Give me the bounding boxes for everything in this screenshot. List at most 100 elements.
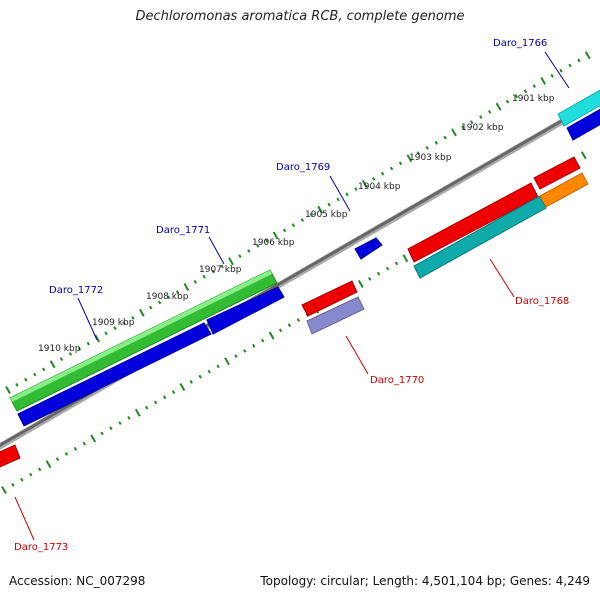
scale-tick-reverse-minor xyxy=(55,457,60,461)
scale-tick-forward-minor xyxy=(202,274,206,279)
scale-tick-forward-minor xyxy=(113,326,117,331)
scale-tick-reverse-minor xyxy=(368,276,372,281)
scale-tick-forward-minor xyxy=(291,223,296,228)
scale-label-1903: 1903 kbp xyxy=(409,153,452,163)
scale-label-1902: 1902 kbp xyxy=(461,123,504,133)
scale-tick-forward-minor xyxy=(300,218,305,222)
gene-label-daro-1766[interactable]: Daro_1766 xyxy=(493,38,547,49)
scale-tick-forward-minor xyxy=(577,58,581,63)
scale-label-1907: 1907 kbp xyxy=(199,265,242,275)
gene-feature-blue-1766[interactable] xyxy=(566,107,600,141)
scale-tick-reverse-minor xyxy=(243,349,247,353)
scale-tick-forward-minor xyxy=(389,166,394,171)
scale-tick-forward-major xyxy=(451,128,457,137)
gene-feature-orange[interactable] xyxy=(539,172,589,208)
scale-tick-reverse-major xyxy=(1,486,7,494)
scale-tick-forward-major xyxy=(5,386,11,394)
scale-tick-reverse-minor xyxy=(73,446,78,451)
scale-tick-forward-major xyxy=(94,334,101,343)
scale-tick-reverse-minor xyxy=(11,482,15,487)
scale-tick-forward-minor xyxy=(416,151,420,155)
gene-feature-red-right[interactable] xyxy=(533,156,581,190)
gene-label-daro-1769[interactable]: Daro_1769 xyxy=(276,162,330,173)
scale-tick-reverse-minor xyxy=(153,400,158,405)
scale-tick-forward-major xyxy=(540,76,547,85)
scale-tick-reverse-minor xyxy=(29,472,33,477)
gene-feature-red-1770[interactable] xyxy=(301,280,358,317)
gene-feature-grayblue-1770[interactable] xyxy=(306,296,365,335)
scale-label-1906: 1906 kbp xyxy=(252,238,295,248)
scale-tick-reverse-major xyxy=(134,408,141,417)
gene-feature-cyan-1766[interactable] xyxy=(557,88,600,127)
scale-tick-reverse-minor xyxy=(118,421,122,425)
scale-tick-reverse-minor xyxy=(376,271,381,276)
gene-label-daro-1772[interactable]: Daro_1772 xyxy=(49,285,103,296)
scale-tick-forward-minor xyxy=(327,202,331,207)
page-title: Dechloromonas aromatica RCB, complete ge… xyxy=(135,9,465,24)
scale-tick-forward-minor xyxy=(265,238,269,243)
scale-tick-forward-minor xyxy=(336,197,340,202)
gene-feature-red-1773[interactable] xyxy=(0,444,21,468)
scale-tick-forward-minor xyxy=(59,357,64,361)
gene-feature-blue-small[interactable] xyxy=(354,237,383,260)
scale-tick-reverse-minor xyxy=(162,395,167,400)
scale-tick-forward-minor xyxy=(434,140,438,145)
gene-feature-green-long[interactable] xyxy=(9,269,278,412)
scale-tick-reverse-major xyxy=(580,151,587,160)
scale-tick-reverse-major xyxy=(357,280,364,288)
scale-tick-reverse-minor xyxy=(38,467,42,472)
scale-tick-forward-major xyxy=(49,360,56,369)
scale-tick-forward-minor xyxy=(15,382,19,387)
scale-tick-reverse-minor xyxy=(100,431,104,436)
scale-tick-forward-minor xyxy=(559,68,563,73)
gene-feature-blue-long[interactable] xyxy=(17,322,212,427)
scale-tick-forward-minor xyxy=(33,372,37,377)
scale-tick-reverse-major xyxy=(268,331,275,340)
gene-features[interactable] xyxy=(0,88,600,468)
scale-tick-forward-minor xyxy=(238,254,242,258)
scale-tick-forward-minor xyxy=(398,161,403,166)
scale-tick-reverse-minor xyxy=(109,426,113,431)
scale-tick-forward-minor xyxy=(470,120,474,125)
scale-tick-forward-minor xyxy=(122,321,126,325)
gene-feature-blue-mid[interactable] xyxy=(206,286,285,335)
scale-tick-reverse-minor xyxy=(171,390,176,395)
scale-tick-reverse-minor xyxy=(261,338,265,343)
scale-tick-reverse-minor xyxy=(20,477,24,482)
scale-tick-forward-minor xyxy=(86,341,90,346)
gene-labels[interactable]: Daro_1766 Daro_1769 Daro_1771 Daro_1772 … xyxy=(14,38,569,553)
scale-tick-forward-minor xyxy=(488,110,492,114)
scale-tick-forward-major xyxy=(495,102,502,111)
gene-feature-teal-long[interactable] xyxy=(413,195,547,279)
scale-tick-reverse-minor xyxy=(296,318,301,322)
genome-backbone xyxy=(0,96,600,450)
scale-tick-forward-minor xyxy=(247,249,251,253)
gene-label-daro-1770[interactable]: Daro_1770 xyxy=(370,375,424,386)
scale-tick-forward-major xyxy=(361,180,368,188)
gene-label-daro-1768[interactable]: Daro_1768 xyxy=(515,296,569,307)
scale-tick-forward-major xyxy=(272,231,279,240)
scale-tick-forward-minor xyxy=(461,125,465,130)
scale-ticks-forward xyxy=(5,51,591,394)
scale-labels: 1901 kbp 1902 kbp 1903 kbp 1904 kbp 1905… xyxy=(38,94,555,354)
gene-label-daro-1771[interactable]: Daro_1771 xyxy=(156,225,210,236)
scale-tick-forward-minor xyxy=(345,192,349,197)
scale-tick-reverse-minor xyxy=(252,343,256,348)
scale-tick-forward-major xyxy=(406,154,413,163)
scale-tick-forward-minor xyxy=(104,331,108,336)
scale-tick-forward-minor xyxy=(131,316,135,320)
scale-tick-reverse-major xyxy=(179,383,186,391)
callout-lines xyxy=(14,51,570,541)
scale-tick-reverse-minor xyxy=(189,379,193,384)
scale-tick-reverse-minor xyxy=(127,416,131,420)
scale-tick-forward-major xyxy=(138,308,145,317)
scale-tick-reverse-minor xyxy=(385,266,390,271)
scale-tick-forward-minor xyxy=(505,99,510,104)
scale-tick-forward-minor xyxy=(532,84,536,88)
scale-tick-reverse-major xyxy=(224,357,230,366)
scale-tick-reverse-minor xyxy=(145,405,149,410)
scale-label-1901: 1901 kbp xyxy=(512,94,555,104)
gene-label-daro-1773[interactable]: Daro_1773 xyxy=(14,542,68,553)
